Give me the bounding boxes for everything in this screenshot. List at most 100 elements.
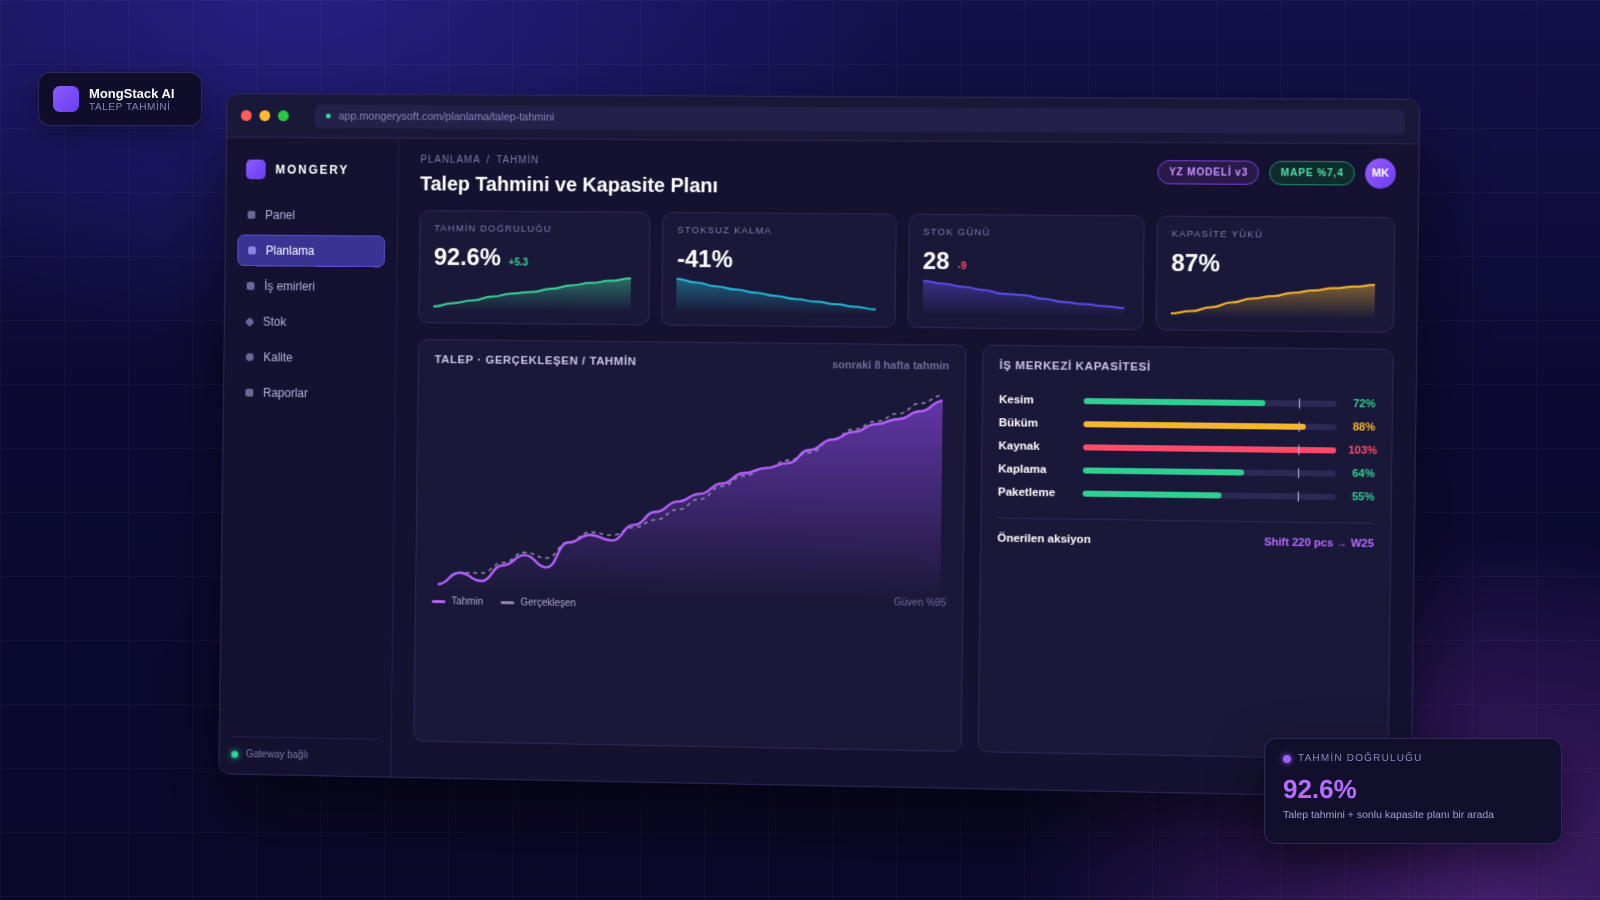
app-window: app.mongerysoft.com/planlama/talep-tahmi… [218, 93, 1420, 798]
legend-swatch [432, 600, 446, 603]
capacity-bar-track [1084, 398, 1337, 407]
capacity-limit-marker [1298, 421, 1299, 431]
confidence-label: Güven %95 [894, 597, 947, 609]
gateway-status-text: Gateway bağlı [246, 749, 308, 761]
report-icon [245, 389, 253, 397]
kpi-label: TAHMİN DOĞRULUĞU [434, 223, 636, 235]
kpi-card[interactable]: TAHMİN DOĞRULUĞU 92.6% +5.3 [418, 210, 650, 325]
callout-description: Talep tahmini + sonlu kapasite planı bir… [1283, 809, 1543, 821]
legend-label: Gerçekleşen [520, 597, 576, 609]
sidebar-brand[interactable]: MONGERY [238, 155, 386, 199]
legend-item-gerceklesen[interactable]: Gerçekleşen [501, 597, 576, 609]
kpi-row: TAHMİN DOĞRULUĞU 92.6% +5.3 STOKSUZ KALM… [418, 210, 1395, 333]
sparkline-area [922, 281, 1124, 317]
capacity-bar-track [1083, 421, 1336, 430]
maximize-window-button[interactable] [278, 110, 289, 121]
kpi-value: 28 [923, 248, 950, 276]
kpi-label: STOKSUZ KALMA [677, 225, 881, 238]
capacity-limit-marker [1297, 491, 1298, 501]
sidebar-item-kalite[interactable]: Kalite [236, 341, 384, 374]
kpi-card[interactable]: KAPASİTE YÜKÜ 87% [1155, 215, 1395, 332]
capacity-name: Kaplama [998, 463, 1083, 476]
breadcrumb-item-tahmin: TAHMİN [496, 155, 539, 166]
check-circle-icon [246, 353, 254, 361]
kpi-delta: +5.3 [509, 257, 529, 268]
capacity-list: Kesim 72% Büküm 88% Kaynak 103% Kaplama 64% Pake… [998, 388, 1376, 509]
capacity-percent: 103% [1348, 444, 1375, 456]
close-window-button[interactable] [241, 110, 252, 121]
demand-line-chart[interactable] [432, 376, 949, 602]
capacity-name: Paketleme [998, 486, 1083, 499]
kpi-sparkline [433, 271, 631, 313]
sidebar-item-label: İş emirleri [264, 279, 315, 293]
kpi-label: STOK GÜNÜ [923, 227, 1129, 240]
capacity-bar-track [1083, 467, 1336, 476]
chart-subtitle: sonraki 8 hafta tahmin [832, 359, 949, 372]
breadcrumb-separator: / [486, 155, 490, 166]
capacity-name: Kesim [999, 394, 1084, 407]
sparkline-area [1171, 283, 1375, 319]
sidebar-item-stok[interactable]: Stok [236, 306, 384, 339]
callout-value: 92.6% [1283, 774, 1543, 805]
action-value[interactable]: Shift 220 pcs → W25 [1264, 536, 1374, 550]
capacity-bar-fill [1083, 467, 1245, 475]
sidebar-item-label: Panel [265, 208, 295, 222]
brand-badge: MongStack AI TALEP TAHMİNİ [38, 72, 202, 126]
minimize-window-button[interactable] [259, 110, 270, 121]
capacity-percent: 64% [1348, 467, 1375, 479]
secure-lock-icon [326, 113, 331, 118]
mongstack-logo-icon [53, 86, 79, 112]
list-icon [247, 282, 255, 290]
mongery-logo-icon [246, 159, 266, 179]
legend-swatch [501, 601, 515, 604]
capacity-bar-track [1083, 444, 1336, 453]
kpi-label: KAPASİTE YÜKÜ [1172, 229, 1380, 242]
capacity-bar-fill [1083, 421, 1306, 430]
sidebar-item-label: Raporlar [263, 386, 308, 400]
kpi-delta: -9 [958, 261, 967, 272]
capacity-row[interactable]: Paketleme 55% [998, 480, 1375, 508]
kpi-value: 92.6% [434, 244, 501, 272]
brand-name: MongStack AI [89, 86, 174, 101]
kpi-card[interactable]: STOKSUZ KALMA -41% [661, 212, 896, 328]
url-bar[interactable]: app.mongerysoft.com/planlama/talep-tahmi… [314, 104, 1405, 134]
capacity-card: İŞ MERKEZİ KAPASİTESİ Kesim 72% Büküm 88% Ka… [978, 345, 1394, 760]
model-version-badge[interactable]: YZ MODELİ v3 [1158, 160, 1260, 185]
capacity-limit-marker [1299, 398, 1300, 408]
avatar[interactable]: MK [1365, 158, 1396, 189]
sidebar-brand-name: MONGERY [275, 163, 349, 177]
calendar-icon [248, 246, 256, 254]
kpi-sparkline [922, 275, 1124, 317]
demand-chart-card: TALEP · GERÇEKLEŞEN / TAHMİN sonraki 8 h… [413, 339, 966, 752]
status-dot-icon [231, 751, 238, 758]
capacity-limit-marker [1298, 468, 1299, 478]
kpi-value: 87% [1171, 250, 1220, 279]
sidebar-item-label: Stok [263, 315, 287, 329]
accuracy-callout: TAHMİN DOĞRULUĞU 92.6% Talep tahmini + s… [1264, 738, 1562, 844]
main-content: PLANLAMA / TAHMİN Talep Tahmini ve Kapas… [391, 139, 1418, 797]
sidebar-item-panel[interactable]: Panel [238, 199, 386, 232]
kpi-sparkline [1171, 277, 1375, 319]
sidebar: MONGERY Panel Planlama İş emirleri Stok … [219, 138, 399, 777]
capacity-bar-fill [1084, 398, 1266, 406]
suggested-action[interactable]: Önerilen aksiyon Shift 220 pcs → W25 [997, 533, 1374, 550]
kpi-value: -41% [677, 246, 733, 274]
capacity-name: Kaynak [998, 440, 1083, 453]
legend-label: Tahmin [451, 596, 483, 607]
sidebar-item-raporlar[interactable]: Raporlar [235, 377, 383, 410]
callout-label: TAHMİN DOĞRULUĞU [1298, 753, 1423, 764]
mape-badge[interactable]: MAPE %7,4 [1269, 161, 1355, 186]
box-icon [245, 317, 255, 327]
kpi-sparkline [676, 273, 876, 315]
sidebar-item-planlama[interactable]: Planlama [237, 234, 385, 267]
legend-item-tahmin[interactable]: Tahmin [432, 596, 484, 608]
breadcrumb-item-planlama[interactable]: PLANLAMA [420, 155, 480, 166]
divider [998, 518, 1375, 524]
gateway-status: Gateway bağlı [231, 736, 379, 763]
url-text: app.mongerysoft.com/planlama/talep-tahmi… [338, 110, 554, 123]
capacity-percent: 88% [1349, 421, 1376, 433]
browser-titlebar: app.mongerysoft.com/planlama/talep-tahmi… [227, 94, 1419, 144]
kpi-card[interactable]: STOK GÜNÜ 28 -9 [907, 214, 1145, 331]
capacity-limit-marker [1298, 444, 1299, 454]
sidebar-item-is-emirleri[interactable]: İş emirleri [237, 270, 385, 303]
